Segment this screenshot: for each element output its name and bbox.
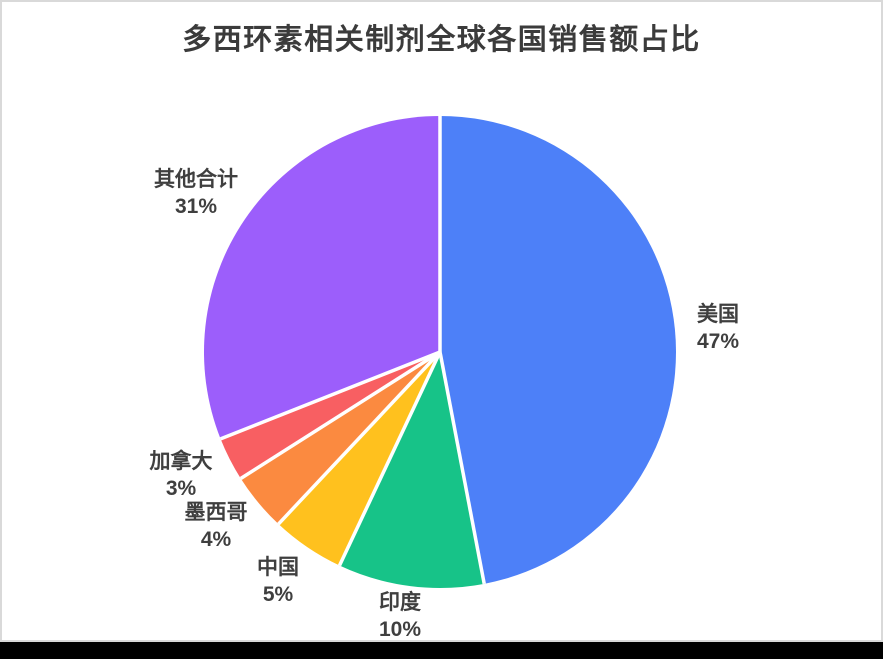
slice-label-india: 印度 10% <box>379 589 421 643</box>
slice-label-mexico-value: 4% <box>200 528 232 551</box>
chart-title: 多西环素相关制剂全球各国销售额占比 <box>182 24 701 56</box>
slice-separator <box>239 350 441 480</box>
slice-label-others: 其他合计 31% <box>154 166 238 220</box>
slice-label-india-value: 10% <box>378 618 422 641</box>
chart-canvas: 多西环素相关制剂全球各国销售额占比 美国 47% 印度 10% 中国 5% 墨西… <box>0 0 883 642</box>
slice-separator <box>438 351 486 585</box>
slice-label-china-value: 5% <box>262 583 294 606</box>
slice-label-canada: 加拿大 3% <box>150 448 213 502</box>
slice-separator <box>219 350 441 441</box>
slice-label-china: 中国 5% <box>257 554 299 608</box>
slice-label-mexico-name: 墨西哥 <box>184 501 248 524</box>
slice-separator <box>337 351 442 567</box>
slice-separator <box>277 350 442 526</box>
slice-label-others-value: 31% <box>174 195 218 218</box>
bottom-bar <box>0 642 883 659</box>
pie-slice-usa[interactable] <box>440 116 676 584</box>
slice-label-usa: 美国 47% <box>697 301 739 355</box>
slice-label-india-name: 印度 <box>379 591 421 614</box>
pie-slice-china[interactable] <box>278 352 440 566</box>
slice-label-usa-name: 美国 <box>697 303 739 326</box>
slice-label-others-name: 其他合计 <box>154 168 238 191</box>
slice-label-mexico: 墨西哥 4% <box>185 499 248 553</box>
pie-slice-mexico[interactable] <box>240 352 440 525</box>
slice-label-canada-name: 加拿大 <box>149 450 213 473</box>
slice-label-canada-value: 3% <box>165 477 197 500</box>
pie-slice-others[interactable] <box>203 115 440 439</box>
pie-slice-india[interactable] <box>339 352 485 588</box>
slice-label-usa-value: 47% <box>697 330 740 353</box>
slice-label-china-name: 中国 <box>257 556 299 579</box>
pie-slice-canada[interactable] <box>220 352 440 479</box>
pie-chart <box>203 115 676 588</box>
